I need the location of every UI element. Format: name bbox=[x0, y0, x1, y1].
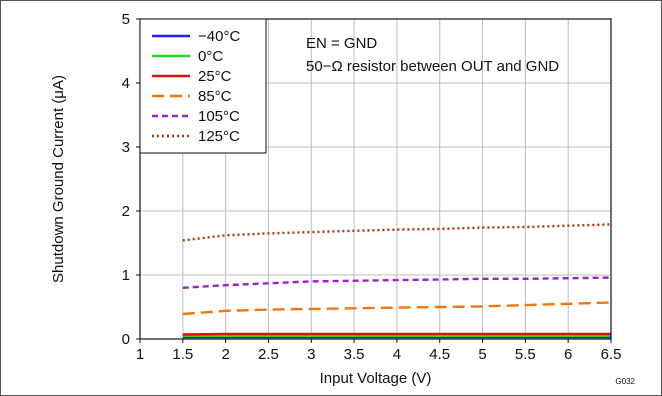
x-tick-label: 5 bbox=[478, 346, 486, 363]
x-tick-label: 2.5 bbox=[258, 346, 279, 363]
x-tick-label: 3.5 bbox=[344, 346, 365, 363]
x-tick-label: 4.5 bbox=[429, 346, 450, 363]
legend: −40°C 0°C 25°C 85°C 105°C 125°C bbox=[139, 18, 267, 154]
y-tick-label: 1 bbox=[122, 267, 130, 284]
x-tick-label: 3 bbox=[307, 346, 315, 363]
y-axis-title: Shutdown Ground Current (μA) bbox=[50, 75, 67, 283]
legend-label-4: 105°C bbox=[198, 108, 240, 125]
legend-label-5: 125°C bbox=[198, 128, 240, 145]
annotation-resistor: 50−Ω resistor between OUT and GND bbox=[306, 58, 559, 75]
plot-frame bbox=[139, 18, 612, 340]
legend-box bbox=[139, 18, 267, 154]
legend-label-1: 0°C bbox=[198, 48, 223, 65]
x-tick-label: 5.5 bbox=[515, 346, 536, 363]
figure-id: G032 bbox=[615, 377, 635, 386]
y-tick-label: 5 bbox=[122, 11, 130, 28]
y-tick-label: 2 bbox=[122, 203, 130, 220]
annotation-en: EN = GND bbox=[306, 35, 377, 52]
y-tick-label: 3 bbox=[122, 139, 130, 156]
x-axis-title: Input Voltage (V) bbox=[320, 370, 432, 387]
y-tick-label: 4 bbox=[122, 75, 130, 92]
grid-lines bbox=[140, 19, 611, 339]
x-tick-label: 2 bbox=[221, 346, 229, 363]
series-line-4 bbox=[182, 276, 612, 289]
x-tick-label: 6 bbox=[564, 346, 572, 363]
x-tick-label: 6.5 bbox=[601, 346, 622, 363]
y-tick-label: 0 bbox=[122, 331, 130, 348]
x-tick-label: 4 bbox=[393, 346, 401, 363]
x-tick-label: 1 bbox=[136, 346, 144, 363]
series-line-5 bbox=[182, 223, 612, 242]
series-line-2 bbox=[182, 332, 611, 336]
x-tick-label: 1.5 bbox=[172, 346, 193, 363]
legend-label-3: 85°C bbox=[198, 88, 232, 105]
legend-label-0: −40°C bbox=[198, 28, 240, 45]
series-lines bbox=[182, 223, 612, 339]
legend-label-2: 25°C bbox=[198, 68, 232, 85]
